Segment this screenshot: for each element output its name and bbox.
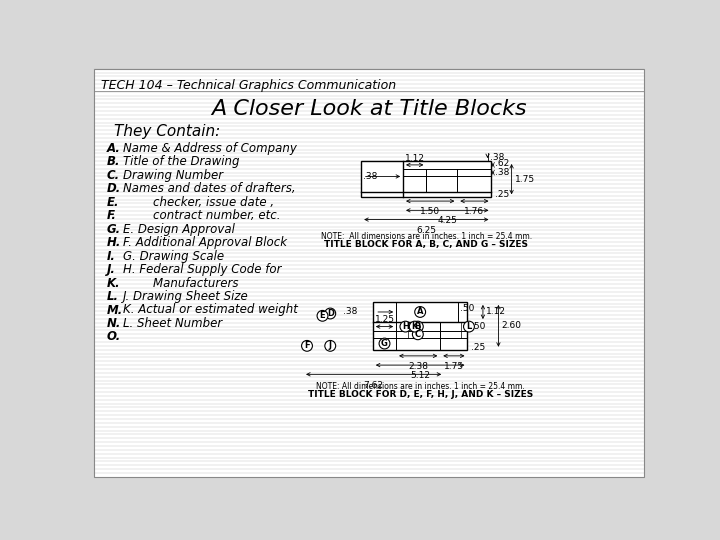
Text: C: C	[415, 330, 421, 339]
Text: 1.75: 1.75	[444, 362, 464, 371]
Circle shape	[325, 308, 336, 319]
Text: L. Sheet Number: L. Sheet Number	[122, 317, 222, 330]
Text: .25: .25	[472, 343, 485, 352]
Text: They Contain:: They Contain:	[114, 124, 220, 139]
Text: M.: M.	[107, 303, 123, 316]
Text: TITLE BLOCK FOR D, E, F, H, J, AND K – SIZES: TITLE BLOCK FOR D, E, F, H, J, AND K – S…	[307, 390, 533, 399]
Text: L.: L.	[107, 290, 119, 303]
Text: B: B	[415, 322, 421, 331]
Text: 7.62: 7.62	[364, 381, 384, 389]
Text: D.: D.	[107, 182, 121, 195]
Text: O.: O.	[107, 330, 121, 343]
Text: Names and dates of drafters,: Names and dates of drafters,	[122, 182, 295, 195]
Text: TECH 104 – Technical Graphics Communication: TECH 104 – Technical Graphics Communicat…	[101, 79, 396, 92]
Text: .38: .38	[495, 168, 509, 177]
Text: 2.60: 2.60	[502, 321, 521, 330]
Text: L: L	[467, 322, 472, 331]
Text: Name & Address of Company: Name & Address of Company	[122, 142, 297, 155]
Text: E: E	[320, 312, 325, 320]
Text: 1.50: 1.50	[420, 207, 441, 216]
Text: .50: .50	[472, 322, 486, 331]
Text: G.: G.	[107, 222, 121, 235]
Text: 1.12: 1.12	[405, 153, 425, 163]
Text: 1.75: 1.75	[515, 174, 535, 184]
Circle shape	[413, 329, 423, 340]
Text: B.: B.	[107, 156, 120, 168]
Text: G: G	[381, 339, 388, 348]
Text: .38: .38	[343, 307, 357, 316]
Text: Manufacturers: Manufacturers	[122, 276, 238, 289]
Text: J.: J.	[107, 263, 116, 276]
Text: E.: E.	[107, 195, 120, 208]
Text: .50: .50	[461, 303, 474, 313]
Text: K.: K.	[107, 276, 121, 289]
Text: E. Design Approval: E. Design Approval	[122, 222, 235, 235]
Text: A: A	[417, 307, 423, 316]
Text: I.: I.	[107, 249, 116, 262]
Text: Title of the Drawing: Title of the Drawing	[122, 156, 239, 168]
Bar	[361, 161, 492, 197]
Text: .38: .38	[490, 153, 504, 161]
Text: F: F	[304, 341, 310, 350]
Text: TITLE BLOCK FOR A, B, C, AND G – SIZES: TITLE BLOCK FOR A, B, C, AND G – SIZES	[324, 240, 528, 248]
Text: H.: H.	[107, 236, 122, 249]
Text: .62: .62	[495, 159, 509, 168]
Text: A Closer Look at Title Blocks: A Closer Look at Title Blocks	[211, 99, 527, 119]
Text: 6.25: 6.25	[416, 226, 436, 235]
Text: C.: C.	[107, 168, 120, 182]
Text: 5.12: 5.12	[410, 372, 430, 380]
Text: contract number, etc.: contract number, etc.	[122, 209, 280, 222]
Bar	[373, 302, 467, 350]
Text: Drawing Number: Drawing Number	[122, 168, 222, 182]
Text: 2.38: 2.38	[408, 362, 428, 371]
Circle shape	[400, 321, 411, 332]
Circle shape	[464, 321, 474, 332]
Text: 1.12: 1.12	[486, 307, 506, 316]
Text: A.: A.	[107, 142, 121, 155]
Text: H. Federal Supply Code for: H. Federal Supply Code for	[122, 263, 281, 276]
Text: K: K	[412, 322, 418, 331]
Text: J. Drawing Sheet Size: J. Drawing Sheet Size	[122, 290, 248, 303]
Circle shape	[379, 338, 390, 349]
Text: D: D	[327, 309, 334, 318]
Text: 4.25: 4.25	[437, 217, 457, 226]
Text: K. Actual or estimated weight: K. Actual or estimated weight	[122, 303, 297, 316]
Circle shape	[325, 340, 336, 351]
Text: 1.25: 1.25	[374, 315, 395, 325]
Text: H: H	[402, 322, 409, 331]
Text: checker, issue date ,: checker, issue date ,	[122, 195, 274, 208]
Text: 1.76: 1.76	[464, 207, 485, 216]
Circle shape	[413, 321, 423, 332]
Text: F.: F.	[107, 209, 117, 222]
Text: .25: .25	[495, 190, 509, 199]
Circle shape	[302, 340, 312, 351]
Text: G. Drawing Scale: G. Drawing Scale	[122, 249, 224, 262]
Text: NOTE:  All dimensions are in inches. 1 inch = 25.4 mm.: NOTE: All dimensions are in inches. 1 in…	[321, 232, 532, 241]
Text: F. Additional Approval Block: F. Additional Approval Block	[122, 236, 287, 249]
Circle shape	[415, 307, 426, 318]
Text: .38: .38	[363, 172, 377, 181]
Circle shape	[409, 321, 420, 332]
Text: J: J	[329, 341, 332, 350]
Text: NOTE: All dimensions are in inches. 1 inch = 25.4 mm.: NOTE: All dimensions are in inches. 1 in…	[316, 382, 525, 391]
Circle shape	[317, 310, 328, 321]
Text: N.: N.	[107, 317, 122, 330]
